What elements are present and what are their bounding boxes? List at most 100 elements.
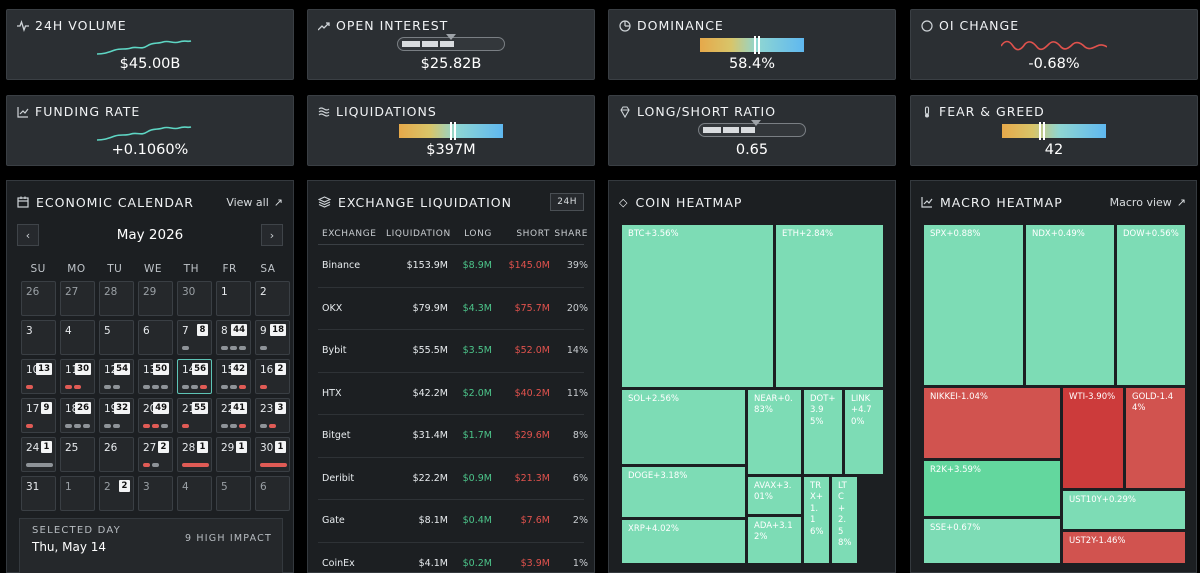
calendar-day[interactable]: 24 1 [21,437,56,472]
column-header[interactable]: LIQUIDATION [386,228,451,239]
bar-segment [741,127,755,133]
table-row[interactable]: Gate $8.1M $0.4M $7.6M 2% [318,500,588,543]
calendar-day[interactable]: 13 50 [138,359,173,394]
calendar-day[interactable]: 15 42 [216,359,251,394]
heatmap-tile[interactable]: XRP+4.02% [621,519,746,564]
column-header[interactable]: LONG [464,228,492,239]
heatmap-tile[interactable]: NDX+0.49% [1025,224,1115,386]
heatmap-tile[interactable]: SSE+0.67% [923,518,1061,564]
table-row[interactable]: Bitget $31.4M $1.7M $29.6M 8% [318,415,588,458]
table-row[interactable]: Bybit $55.5M $3.5M $52.0M 14% [318,330,588,373]
open-interest-value: $25.82B [420,56,482,72]
table-row[interactable]: Binance $153.9M $8.9M $145.0M 39% [318,245,588,288]
heatmap-tile[interactable]: UST2Y-1.46% [1062,531,1186,564]
macro-view-link[interactable]: Macro view ↗ [1109,195,1186,209]
heatmap-tile[interactable]: TRX+1.16% [803,476,830,564]
thermometer-icon [924,105,930,117]
funding-rate-title: FUNDING RATE [35,104,141,119]
tile-label: SOL+2.56% [628,394,679,404]
heatmap-tile[interactable]: NEAR+0.83% [747,389,802,475]
calendar-day[interactable]: 27 [60,281,95,316]
calendar-day[interactable]: 16 2 [255,359,290,394]
day-number: 7 [182,325,189,337]
heatmap-tile[interactable]: LTC+2.58% [831,476,858,564]
calendar-day[interactable]: 9 18 [255,320,290,355]
heatmap-tile[interactable]: SOL+2.56% [621,389,746,465]
heatmap-tile[interactable]: NIKKEI-1.04% [923,387,1061,459]
heatmap-tile[interactable]: UST10Y+0.29% [1062,490,1186,530]
prev-month-button[interactable]: ‹ [17,224,39,246]
calendar-day[interactable]: 5 [99,320,134,355]
day-number: 6 [260,481,267,493]
bar-segment [703,127,721,133]
calendar-day[interactable]: 22 41 [216,398,251,433]
column-header[interactable]: EXCHANGE [322,228,377,239]
calendar-day[interactable]: 3 [21,320,56,355]
calendar-day[interactable]: 18 26 [60,398,95,433]
dominance-title: DOMINANCE [637,18,724,33]
calendar-day[interactable]: 14 56 [177,359,212,394]
calendar-day[interactable]: 6 [255,476,290,511]
calendar-day[interactable]: 2 [255,281,290,316]
calendar-day[interactable]: 28 [99,281,134,316]
calendar-day[interactable]: 28 1 [177,437,212,472]
table-row[interactable]: CoinEx $4.1M $0.2M $3.9M 1% [318,543,588,573]
calendar-day[interactable]: 8 44 [216,320,251,355]
heatmap-tile[interactable]: AVAX+3.01% [747,476,802,515]
column-header[interactable]: SHORT [516,228,550,239]
calendar-day[interactable]: 4 [60,320,95,355]
calendar-day[interactable]: 10 13 [21,359,56,394]
calendar-day[interactable]: 17 9 [21,398,56,433]
heatmap-tile[interactable]: DOT+3.95% [803,389,843,475]
exchange-name: CoinEx [322,557,355,569]
table-row[interactable]: HTX $42.2M $2.0M $40.2M 11% [318,373,588,415]
heatmap-tile[interactable]: BTC+3.56% [621,224,774,388]
view-all-link[interactable]: View all ↗ [226,195,283,209]
table-row[interactable]: Deribit $22.2M $0.9M $21.3M 6% [318,458,588,500]
heatmap-tile[interactable]: WTI-3.90% [1062,387,1124,489]
calendar-day[interactable]: 31 [21,476,56,511]
heatmap-tile[interactable]: SPX+0.88% [923,224,1024,386]
heatmap-tile[interactable]: R2K+3.59% [923,460,1061,517]
calendar-day[interactable]: 5 [216,476,251,511]
impact-dots [221,346,246,350]
heatmap-tile[interactable]: ETH+2.84% [775,224,884,388]
calendar-day[interactable]: 20 49 [138,398,173,433]
calendar-day[interactable]: 1 [216,281,251,316]
calendar-day[interactable]: 11 30 [60,359,95,394]
heatmap-tile[interactable]: ADA+3.12% [747,516,802,564]
calendar-day[interactable]: 29 [138,281,173,316]
day-number: 31 [26,481,40,493]
calendar-day[interactable]: 30 1 [255,437,290,472]
column-header[interactable]: SHARE [554,228,588,239]
calendar-day[interactable]: 1 [60,476,95,511]
timeframe-badge[interactable]: 24H [550,193,584,211]
calendar-day[interactable]: 23 3 [255,398,290,433]
event-count-badge: 32 [114,402,130,414]
heatmap-tile[interactable]: GOLD-1.44% [1125,387,1186,489]
weekday-sa: SA [260,263,276,275]
calendar-day[interactable]: 27 2 [138,437,173,472]
calendar-day[interactable]: 30 [177,281,212,316]
table-row[interactable]: OKX $79.9M $4.3M $75.7M 20% [318,288,588,330]
calendar-day[interactable]: 4 [177,476,212,511]
impact-dots [143,424,168,428]
calendar-day[interactable]: 21 55 [177,398,212,433]
high-impact-dot [239,385,246,389]
calendar-day[interactable]: 19 32 [99,398,134,433]
calendar-day[interactable]: 29 1 [216,437,251,472]
short-value: $40.2M [514,387,550,399]
calendar-day[interactable]: 6 [138,320,173,355]
calendar-day[interactable]: 26 [99,437,134,472]
heatmap-tile[interactable]: LINK+4.70% [844,389,884,475]
calendar-day[interactable]: 26 [21,281,56,316]
heatmap-tile[interactable]: DOW+0.56% [1116,224,1186,386]
calendar-day[interactable]: 3 [138,476,173,511]
heatmap-tile[interactable]: DOGE+3.18% [621,466,746,518]
next-month-button[interactable]: › [261,224,283,246]
calendar-icon [17,196,29,208]
calendar-day[interactable]: 12 54 [99,359,134,394]
calendar-day[interactable]: 25 [60,437,95,472]
